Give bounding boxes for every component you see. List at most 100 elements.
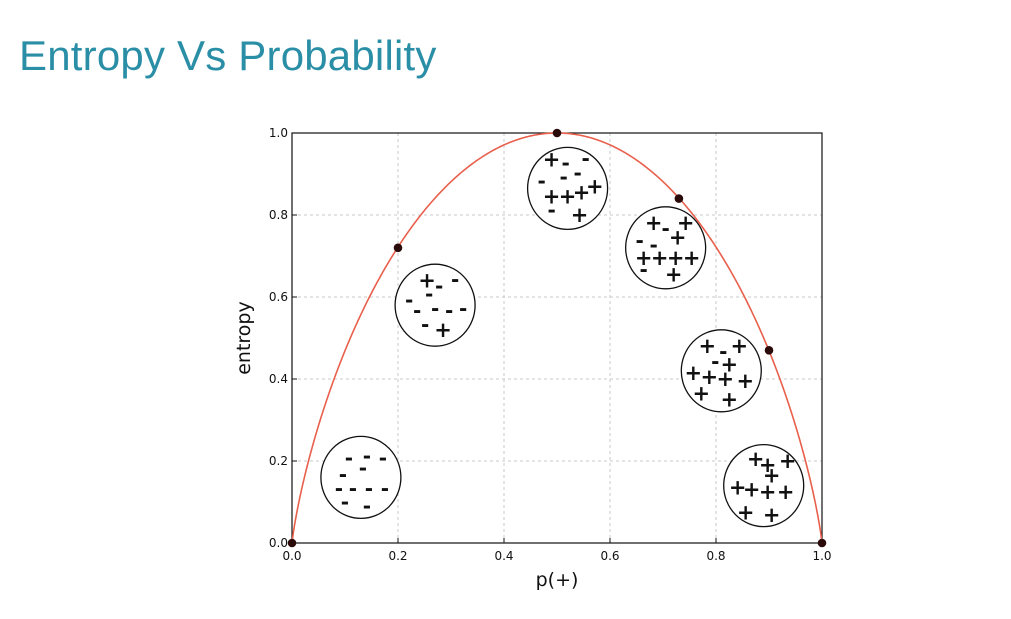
minus-symbol: - — [719, 339, 727, 363]
plus-symbol: + — [418, 269, 436, 293]
minus-symbol: - — [363, 444, 371, 468]
plus-symbol: + — [559, 185, 577, 209]
circle-outline — [723, 443, 805, 528]
plus-symbol: + — [759, 453, 777, 477]
class-mix-circle: ++ +++++ ++ + — [723, 443, 805, 528]
data-point — [393, 243, 403, 253]
y-tick-label: 0.2 — [269, 454, 288, 468]
plus-symbol: + — [743, 478, 761, 502]
plus-symbol: + — [669, 226, 687, 250]
minus-symbol: - — [711, 350, 719, 374]
class-mix-circle: - - -- -- - - -- - — [320, 435, 402, 520]
circle-outline — [394, 263, 476, 347]
minus-symbol: - — [661, 216, 669, 240]
plus-symbol: + — [635, 246, 653, 270]
minus-symbol: - — [561, 151, 569, 175]
minus-symbol: - — [537, 169, 545, 193]
plus-symbol: + — [677, 211, 695, 235]
plus-symbol: + — [684, 361, 702, 385]
plus-symbol: + — [645, 211, 663, 235]
page-title: Entropy Vs Probability — [19, 32, 437, 79]
x-tick-label: 0.4 — [494, 549, 513, 563]
class-mix-circle: + - +- - +++++- + — [625, 206, 707, 290]
minus-symbol: - — [581, 147, 589, 171]
minus-symbol: - — [635, 229, 643, 253]
x-tick-label: 0.8 — [706, 549, 725, 563]
y-axis-label: entropy — [233, 301, 255, 375]
plus-symbol: + — [736, 369, 754, 393]
minus-symbol: - — [451, 268, 459, 292]
plus-symbol: + — [434, 318, 452, 342]
plus-symbol: + — [737, 500, 755, 524]
plus-symbol: + — [651, 246, 669, 270]
minus-symbol: - — [359, 456, 367, 480]
plus-symbol: + — [759, 480, 777, 504]
minus-symbol: - — [381, 477, 389, 501]
plus-symbol: + — [720, 353, 738, 377]
y-tick-label: 0.4 — [269, 372, 288, 386]
circle-outline — [680, 329, 762, 413]
class-mix-annotations: - - -- -- - - -- -+ - -- -- - - -- ++ - -- - -++++- + + - +- - +… — [320, 146, 805, 528]
class-mix-circle: + - +- ++++ ++ + — [680, 329, 762, 413]
plus-symbol: + — [720, 388, 738, 412]
plus-symbol: + — [543, 148, 561, 172]
plus-symbol: + — [700, 365, 718, 389]
minus-symbol: - — [559, 165, 567, 189]
data-point — [817, 538, 827, 548]
data-point — [674, 194, 684, 203]
minus-symbol: - — [345, 446, 353, 470]
plus-symbol: + — [730, 334, 748, 358]
plus-symbol: + — [729, 476, 747, 500]
data-points — [287, 128, 827, 548]
plus-symbol: + — [698, 334, 716, 358]
plus-symbol: + — [747, 447, 765, 471]
minus-symbol: - — [341, 490, 349, 514]
plus-symbol: + — [543, 185, 561, 209]
plus-symbol: + — [763, 503, 781, 527]
circle-outline — [625, 206, 707, 290]
x-tick-label: 0.2 — [388, 549, 407, 563]
data-point — [552, 128, 562, 138]
minus-symbol: - — [445, 298, 453, 322]
y-tick-label: 0.0 — [269, 536, 288, 550]
minus-symbol: - — [335, 477, 343, 501]
class-mix-circle: + - -- - -++++- + — [526, 146, 609, 231]
plus-symbol: + — [667, 246, 685, 270]
minus-symbol: - — [425, 282, 433, 306]
plus-symbol: + — [777, 480, 795, 504]
x-tick-label: 0.6 — [600, 549, 619, 563]
plus-symbol: + — [586, 174, 604, 198]
minus-symbol: - — [459, 296, 467, 320]
minus-symbol: - — [379, 446, 387, 470]
x-tick-label: 0.0 — [282, 549, 301, 563]
minus-symbol: - — [639, 257, 647, 281]
x-axis-label: p(+) — [536, 569, 579, 591]
data-point — [764, 346, 774, 355]
y-tick-label: 0.6 — [269, 290, 288, 304]
minus-symbol: - — [339, 462, 347, 486]
minus-symbol: - — [547, 198, 555, 222]
circle-outline — [320, 435, 402, 520]
data-point — [287, 538, 297, 548]
circle-outline — [526, 146, 609, 231]
x-tick-label: 1.0 — [812, 549, 831, 563]
plus-symbol: + — [692, 381, 710, 405]
plus-symbol: + — [716, 367, 734, 391]
class-mix-circle: + - -- -- - - -- + — [394, 263, 476, 347]
axis-ticks: 0.0 0.2 0.4 0.6 0.8 1.0 0.0 0.2 0.4 0.6 0.8 1.0 — [269, 126, 832, 563]
plus-symbol: + — [683, 246, 701, 270]
minus-symbol: - — [421, 313, 429, 337]
minus-symbol: - — [431, 296, 439, 320]
plus-symbol: + — [779, 449, 797, 473]
minus-symbol: - — [405, 288, 413, 312]
plus-symbol: + — [665, 262, 683, 286]
y-tick-label: 0.8 — [269, 208, 288, 222]
y-tick-label: 1.0 — [269, 126, 288, 140]
plus-symbol: + — [571, 203, 589, 227]
plus-symbol: + — [573, 180, 591, 204]
minus-symbol: - — [413, 298, 421, 322]
minus-symbol: - — [649, 233, 657, 257]
minus-symbol: - — [363, 494, 371, 518]
minus-symbol: - — [365, 477, 373, 501]
